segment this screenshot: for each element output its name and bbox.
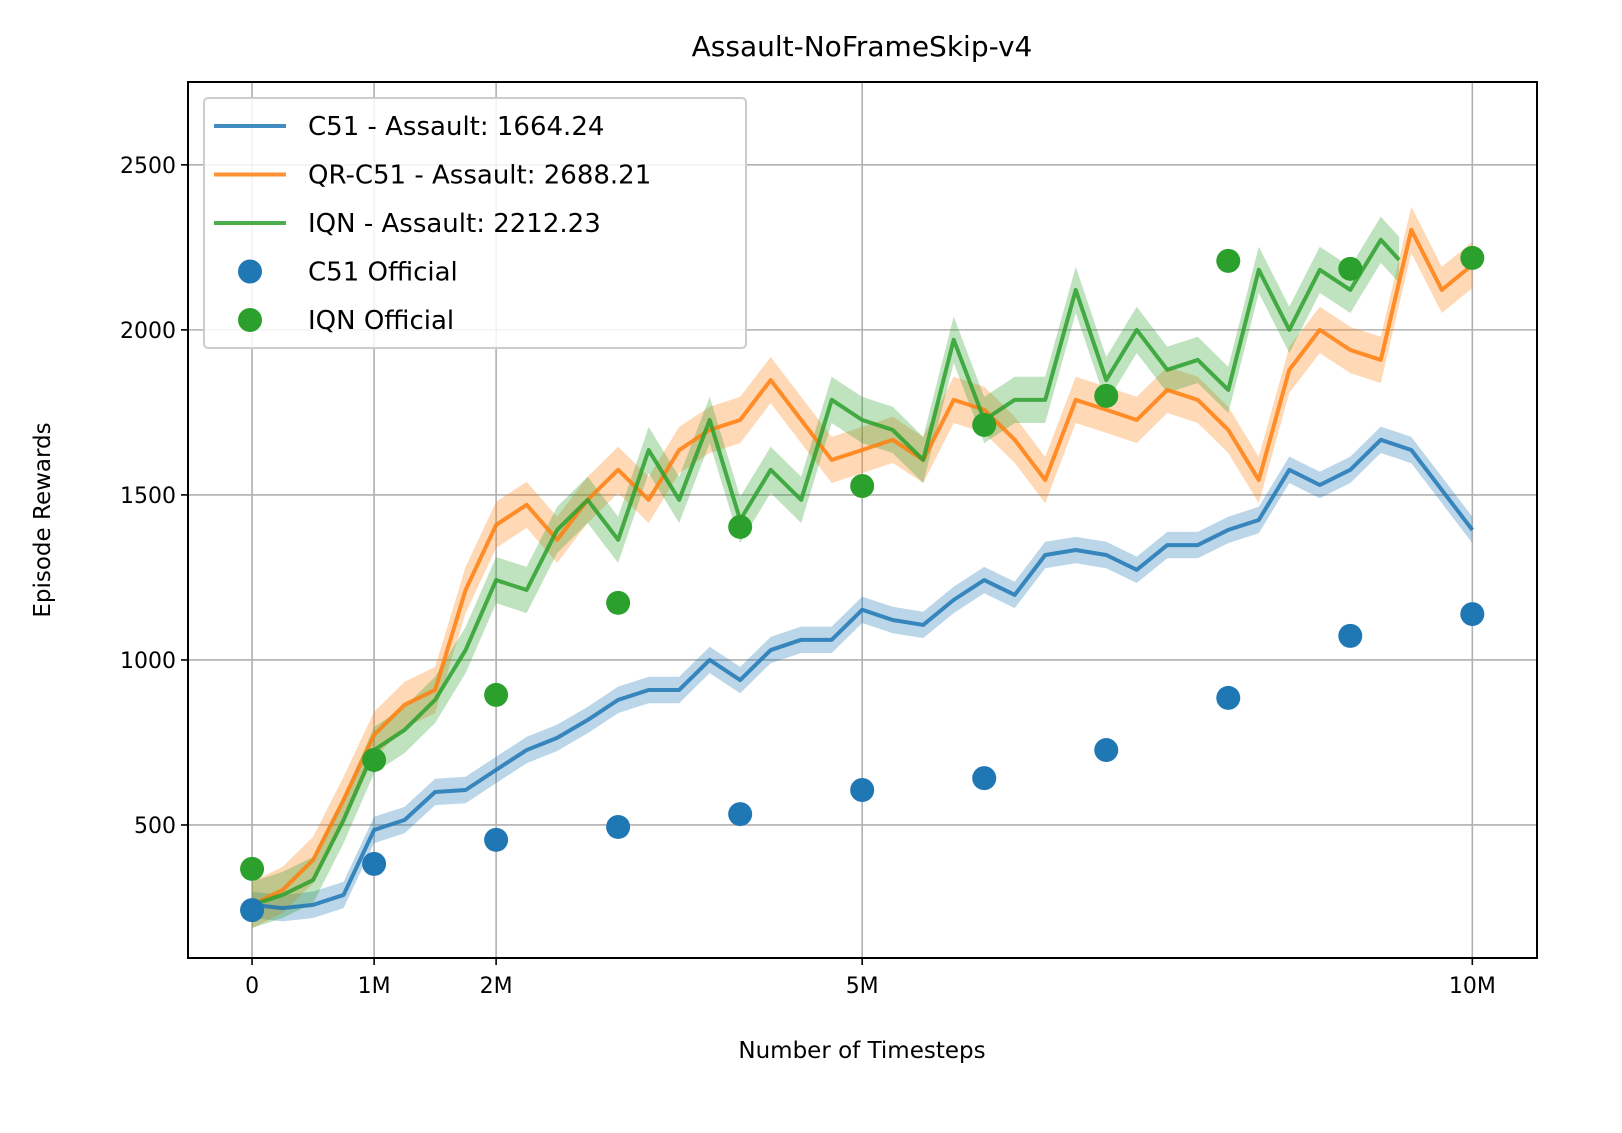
points [240,245,1485,923]
data-point [1338,623,1363,648]
ticks: 0 1M 2M 5M 10M 500 1000 1500 2000 2500 [120,154,1496,999]
series-line [251,227,1474,907]
bands [252,206,1473,928]
data-point [1216,248,1241,273]
legend-box [203,97,747,349]
data-point [484,827,509,852]
data-point [850,474,875,499]
x-tick-label: 0 [245,974,259,999]
data-point [240,856,265,881]
legend-marker-swatch [238,308,262,332]
series-band [252,206,1473,928]
data-point [1094,383,1119,408]
data-point [1460,602,1485,627]
legend-label: IQN - Assault: 2212.23 [308,209,601,239]
data-point [1094,738,1119,763]
y-tick-label: 1000 [120,649,176,674]
y-tick-label: 1500 [120,484,176,509]
legend-label: C51 Official [308,258,458,288]
data-point [362,851,387,876]
series-band [252,426,1473,922]
data-point [484,682,509,707]
data-point [972,412,997,437]
x-tick-label: 10M [1449,974,1496,999]
data-point [240,898,265,923]
data-point [728,514,753,539]
x-tick-label: 5M [846,974,879,999]
data-point [1216,685,1241,710]
y-tick-label: 2000 [120,319,176,344]
data-point [1338,256,1363,281]
legend-label: IQN Official [308,306,454,336]
y-axis-label: Episode Rewards [30,422,56,617]
chart-title: Assault-NoFrameSkip-v4 [692,30,1033,63]
data-point [362,747,387,772]
legend-marker-swatch [238,259,262,284]
legend-label: C51 - Assault: 1664.24 [308,112,604,142]
y-tick-label: 2500 [120,154,176,179]
y-tick-label: 500 [134,814,176,839]
data-point [728,802,753,827]
x-axis-label: Number of Timesteps [738,1038,985,1064]
data-point [850,777,875,802]
legend-label: QR-C51 - Assault: 2688.21 [308,161,651,191]
data-point [606,814,631,839]
data-point [972,766,997,791]
series-line [251,237,1401,907]
data-point [1460,245,1485,270]
data-point [606,590,631,615]
lines [251,227,1474,911]
x-tick-label: 1M [358,974,391,999]
legend: C51 - Assault: 1664.24 QR-C51 - Assault: … [203,97,747,349]
x-tick-label: 2M [480,974,513,999]
series-line [251,437,1474,911]
